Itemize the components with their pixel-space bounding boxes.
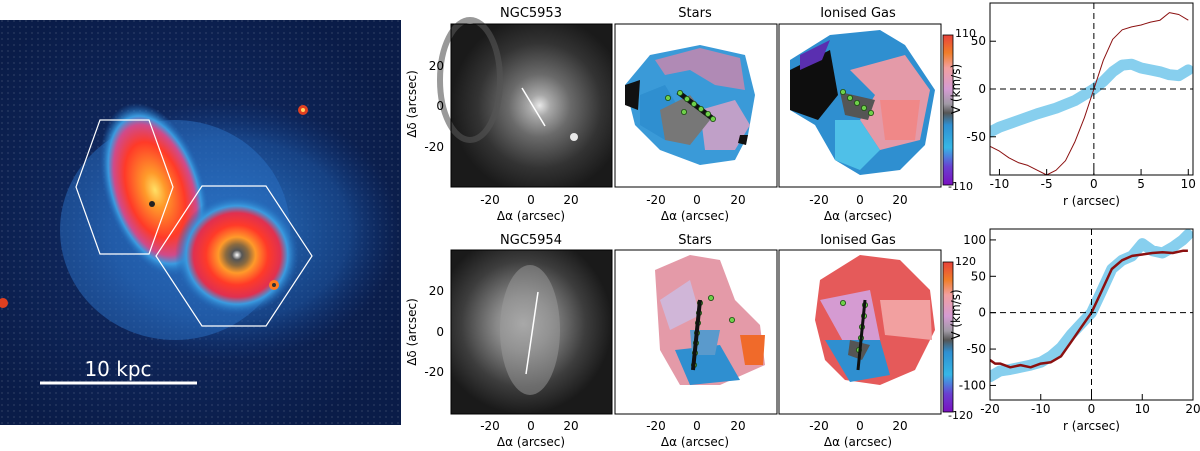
title-stars-row2: Stars — [678, 233, 712, 248]
title-ngc5953: NGC5953 — [500, 6, 562, 21]
row-ngc5953: NGC5953 Stars Ionised Gas — [405, 6, 976, 223]
xtick: 20 — [730, 419, 745, 433]
xtick: 0 — [527, 419, 535, 433]
plot-area — [990, 12, 1193, 175]
xlabel-row2-b: Δα (arcsec) — [661, 435, 729, 449]
y-tick-label: -50 — [966, 342, 986, 356]
x-tick-label: 0 — [1088, 402, 1096, 416]
y-tick-label: 50 — [971, 34, 986, 48]
slit-line-ngc5953 — [521, 87, 546, 127]
y-tick-label: -100 — [959, 378, 986, 392]
x-tick-label: 10 — [1181, 177, 1196, 191]
plot-area — [990, 229, 1193, 383]
ifu-hexagon-ngc5953 — [75, 119, 174, 255]
x-tick-label: 20 — [1185, 402, 1200, 416]
xtick: 0 — [693, 419, 701, 433]
ifu-hexagon-ngc5954 — [155, 185, 313, 327]
xtick: -20 — [480, 193, 500, 207]
colorbar-max-row1: 110 — [955, 27, 976, 40]
x-axis-label: r (arcsec) — [1063, 194, 1120, 208]
x-tick-label: 0 — [1090, 177, 1098, 191]
colorbar-max-row2: 120 — [955, 255, 976, 268]
y-tick-label: 100 — [963, 233, 986, 247]
ytick-row1-b: 0 — [436, 99, 444, 113]
x-axis-label: r (arcsec) — [1063, 419, 1120, 433]
x-tick-label: -10 — [1031, 402, 1051, 416]
xaxis-row1: -20 0 20 -20 0 20 -20 0 20 Δα (arcsec) Δ… — [480, 193, 907, 223]
composite-image-panel: 10 kpc — [0, 20, 401, 425]
xtick: 20 — [892, 193, 907, 207]
title-gas-row2: Ionised Gas — [820, 233, 896, 248]
xlabel-row1-a: Δα (arcsec) — [497, 209, 565, 223]
y-tick-label: 50 — [971, 269, 986, 283]
x-tick-label: -10 — [990, 177, 1010, 191]
series-band — [990, 58, 1193, 138]
xtick: 20 — [730, 193, 745, 207]
velocity-map-stars-ngc5953 — [625, 45, 755, 165]
xtick: -20 — [646, 193, 666, 207]
xlabel-row2-a: Δα (arcsec) — [497, 435, 565, 449]
y-axis-label: V (km/s) — [949, 64, 963, 114]
x-tick-label: 5 — [1137, 177, 1145, 191]
y-tick-label: 0 — [978, 82, 986, 96]
xtick: 0 — [856, 419, 864, 433]
grey-image-ngc5953 — [451, 24, 612, 187]
series-band — [990, 229, 1193, 383]
velocity-map-gas-ngc5954 — [815, 255, 935, 385]
series-line — [990, 12, 1189, 175]
ytick-row2-a: 20 — [429, 284, 444, 298]
ytick-row1-c: -20 — [424, 140, 444, 154]
ytick-row1-a: 20 — [429, 59, 444, 73]
xaxis-row2: -20 0 20 -20 0 20 -20 0 20 Δα (arcsec) Δ… — [480, 419, 907, 449]
colorbar-min-row1: -110 — [948, 180, 973, 193]
colorbar-row2 — [942, 261, 954, 413]
ylabel-row2: Δδ (arcsec) — [405, 298, 419, 366]
xtick: 0 — [856, 193, 864, 207]
xtick: 20 — [892, 419, 907, 433]
ytick-row2-b: 0 — [436, 325, 444, 339]
velocity-map-stars-ngc5954 — [655, 255, 765, 385]
ytick-row2-c: -20 — [424, 365, 444, 379]
xtick: -20 — [809, 419, 829, 433]
xlabel-row2-c: Δα (arcsec) — [824, 435, 892, 449]
xtick: 20 — [563, 419, 578, 433]
title-gas-row1: Ionised Gas — [820, 6, 896, 21]
xtick: 20 — [563, 193, 578, 207]
x-tick-label: 10 — [1135, 402, 1150, 416]
colorbar-min-row2: -120 — [948, 409, 973, 422]
galaxy-ngc5954-blob — [175, 195, 299, 315]
title-ngc5954: NGC5954 — [500, 233, 562, 248]
xtick: -20 — [809, 193, 829, 207]
y-tick-label: -50 — [966, 130, 986, 144]
x-tick-label: -5 — [1041, 177, 1053, 191]
series-line — [990, 249, 1188, 369]
scale-bar-label: 10 kpc — [84, 357, 151, 381]
ylabel-row1: Δδ (arcsec) — [405, 70, 419, 138]
xtick: -20 — [646, 419, 666, 433]
xtick: -20 — [480, 419, 500, 433]
colorbar-row1 — [942, 34, 954, 186]
row-ngc5954: NGC5954 Stars Ionised Gas — [405, 233, 976, 449]
y-axis-label: V (km/s) — [949, 289, 963, 339]
y-tick-label: 0 — [978, 306, 986, 320]
slit-line-ngc5954 — [525, 291, 539, 375]
x-tick-label: -20 — [980, 402, 1000, 416]
velocity-map-gas-ngc5953 — [790, 30, 935, 175]
title-stars-row1: Stars — [678, 6, 712, 21]
xtick: 0 — [527, 193, 535, 207]
xtick: 0 — [693, 193, 701, 207]
xlabel-row1-b: Δα (arcsec) — [661, 209, 729, 223]
xlabel-row1-c: Δα (arcsec) — [824, 209, 892, 223]
